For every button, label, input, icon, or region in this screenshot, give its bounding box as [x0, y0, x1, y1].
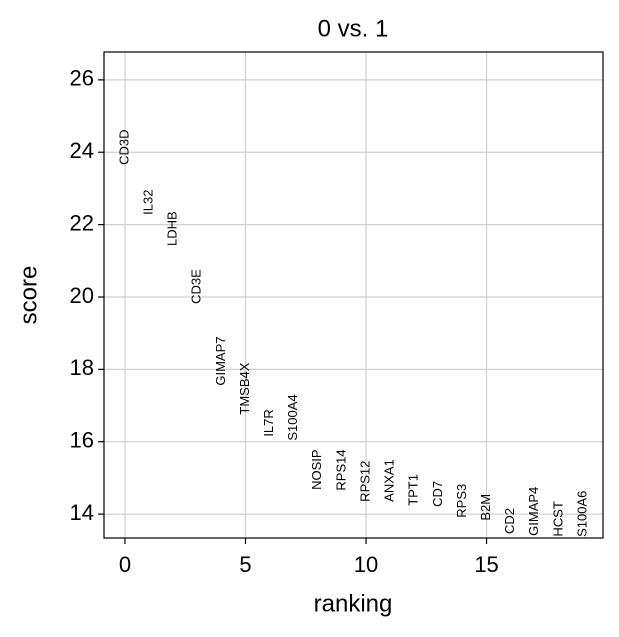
gene-label: B2M: [478, 494, 493, 521]
gene-label: TMSB4X: [237, 362, 252, 414]
y-tick-label: 18: [70, 355, 94, 380]
gene-label: CD2: [502, 508, 517, 534]
gene-label: S100A6: [574, 491, 589, 537]
gene-label: CD3E: [189, 269, 204, 304]
gene-label: CD3D: [116, 129, 131, 164]
gene-label: RPS12: [357, 461, 372, 502]
y-tick-label: 26: [70, 66, 94, 91]
x-tick-label: 15: [474, 552, 498, 577]
x-axis-label: ranking: [314, 590, 393, 617]
y-tick-label: 14: [70, 500, 94, 525]
x-tick-label: 5: [239, 552, 251, 577]
y-tick-label: 22: [70, 210, 94, 235]
gene-label: GIMAP4: [526, 487, 541, 536]
gene-label: GIMAP7: [213, 337, 228, 386]
y-axis-label: score: [15, 266, 42, 325]
gene-label: HCST: [550, 501, 565, 536]
y-tick-label: 20: [70, 283, 94, 308]
gene-label: IL7R: [261, 409, 276, 436]
x-tick-label: 10: [354, 552, 378, 577]
gene-label: IL32: [141, 190, 156, 215]
gene-label: CD7: [430, 481, 445, 507]
gene-label: RPS14: [333, 449, 348, 490]
x-tick-label: 0: [119, 552, 131, 577]
gene-label: S100A4: [285, 394, 300, 440]
y-tick-label: 16: [70, 428, 94, 453]
chart-title: 0 vs. 1: [318, 15, 389, 42]
gene-label: TPT1: [406, 474, 421, 506]
gene-label: RPS3: [454, 484, 469, 518]
gene-label: LDHB: [165, 211, 180, 246]
y-tick-label: 24: [70, 138, 94, 163]
gene-label: ANXA1: [382, 459, 397, 502]
gene-label: NOSIP: [309, 449, 324, 489]
plot-frame: [103, 51, 604, 539]
